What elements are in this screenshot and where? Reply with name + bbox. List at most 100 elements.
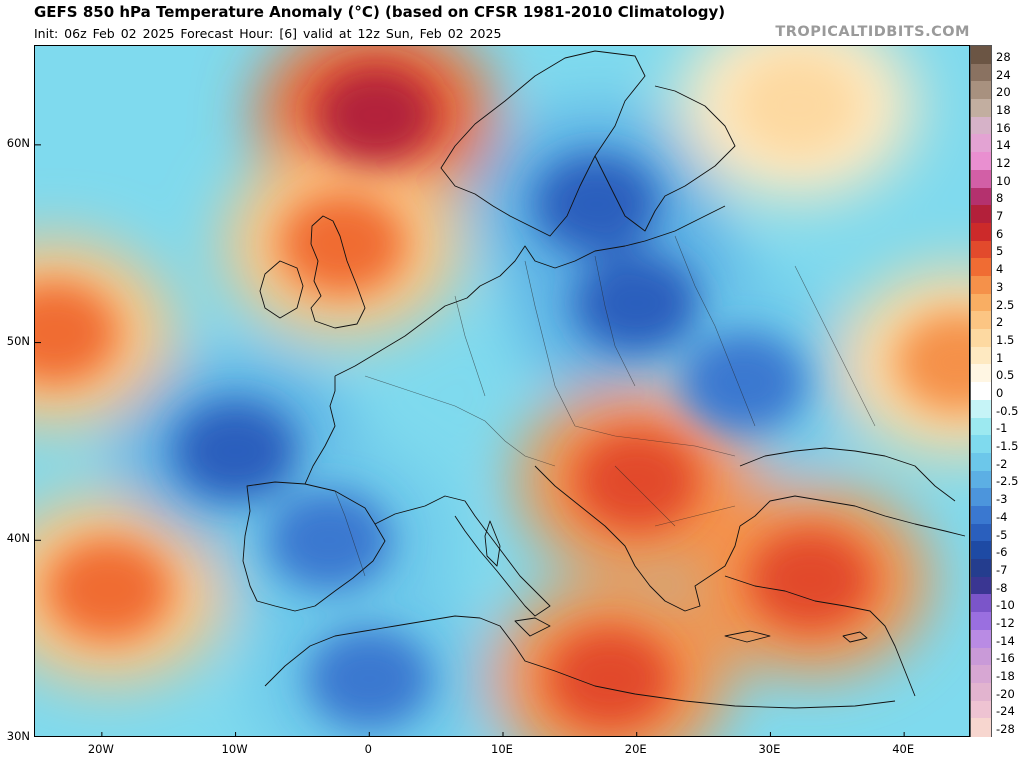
- colorbar: [970, 45, 992, 737]
- colorbar-swatch: [971, 417, 991, 436]
- colorbar-label: 1: [996, 350, 1004, 365]
- colorbar-swatch: [971, 81, 991, 100]
- coastlines: [242, 50, 966, 709]
- country-borders: [334, 235, 876, 577]
- colorbar-label: -7: [996, 562, 1008, 577]
- great-britain-outline: [310, 215, 366, 329]
- cyprus: [842, 631, 868, 643]
- lat-label: 30N: [6, 729, 30, 743]
- colorbar-label: -5: [996, 527, 1008, 542]
- lon-label: 30E: [758, 742, 781, 756]
- forecast-info: Init: 06z Feb 02 2025 Forecast Hour: [6]…: [34, 26, 502, 41]
- ireland-outline: [259, 260, 304, 319]
- anomaly-core-poland-cold: [574, 253, 699, 354]
- colorbar-swatch: [971, 346, 991, 366]
- colorbar-label: 14: [996, 138, 1011, 153]
- colorbar-swatch: [971, 293, 991, 312]
- colorbar-label: -12: [996, 616, 1015, 630]
- colorbar-label: -6: [996, 545, 1008, 560]
- colorbar-swatch: [971, 488, 991, 507]
- colorbar-label: -24: [996, 704, 1015, 719]
- colorbar-swatch: [971, 205, 991, 224]
- colorbar-swatch: [971, 576, 991, 596]
- colorbar-label: -1: [996, 421, 1008, 436]
- lat-label: 50N: [6, 333, 30, 348]
- anomaly-core-norway-sea-warm: [313, 65, 438, 166]
- colorbar-swatch: [971, 718, 991, 737]
- colorbar-label: -18: [996, 669, 1015, 684]
- colorbar-swatch: [971, 452, 991, 472]
- anomaly-core-finland-warm: [735, 55, 860, 156]
- colorbar-label: 12: [996, 156, 1011, 170]
- colorbar-label: 3: [996, 279, 1004, 294]
- anomaly-map: [35, 46, 969, 736]
- balkan-coast: [534, 465, 741, 612]
- colorbar-swatch: [971, 665, 991, 684]
- colorbar-label: -1.5: [996, 439, 1019, 454]
- colorbar-swatch: [971, 647, 991, 666]
- map-ticks: [35, 144, 905, 736]
- colorbar-label: 28: [996, 49, 1011, 64]
- colorbar-swatch: [971, 541, 991, 560]
- colorbar-label: 2: [996, 315, 1004, 330]
- colorbar-swatch: [971, 63, 991, 82]
- black-sea-north: [739, 447, 956, 502]
- anomaly-core-balkans-warm: [574, 430, 699, 531]
- lon-label: 10W: [221, 742, 248, 756]
- anomaly-core-iberia-cold: [267, 490, 392, 591]
- lon-label: 40E: [892, 742, 915, 756]
- colorbar-label: 8: [996, 191, 1004, 206]
- anomaly-core-north-africa-cold: [307, 628, 432, 729]
- colorbar-swatch: [971, 116, 991, 136]
- colorbar-swatch: [971, 258, 991, 277]
- colorbar-label: -8: [996, 580, 1008, 595]
- lon-label: 10E: [491, 742, 513, 756]
- colorbar-label: 20: [996, 85, 1011, 100]
- colorbar-label: 5: [996, 244, 1004, 259]
- lon-label: 0: [364, 742, 372, 756]
- colorbar-swatch: [971, 594, 991, 613]
- colorbar-swatch: [971, 470, 991, 489]
- colorbar-swatch: [971, 700, 991, 719]
- colorbar-label: -2.5: [996, 474, 1019, 489]
- colorbar-swatch: [971, 329, 991, 348]
- colorbar-label: 1.5: [996, 332, 1015, 347]
- sicily: [514, 617, 551, 637]
- colorbar-label: 24: [996, 67, 1011, 82]
- lon-label: 20E: [624, 742, 647, 756]
- colorbar-swatch: [971, 99, 991, 118]
- colorbar-swatch: [971, 169, 991, 189]
- colorbar-label: 7: [996, 209, 1004, 224]
- anatolia-south-coast: [724, 575, 916, 697]
- colorbar-label: -0.5: [996, 403, 1019, 418]
- colorbar-label: -16: [996, 651, 1015, 666]
- colorbar-label: 18: [996, 102, 1011, 117]
- colorbar-label: -28: [996, 722, 1015, 737]
- anomaly-core-north-atlantic-warm: [35, 282, 118, 383]
- colorbar-swatch: [971, 382, 991, 401]
- anomaly-core-ukraine-cold: [681, 332, 806, 433]
- colorbar-label: 2.5: [996, 297, 1015, 312]
- lon-label: 20W: [87, 742, 114, 756]
- colorbar-swatch: [971, 187, 991, 206]
- baltic-coast: [594, 85, 736, 232]
- brand-watermark: TROPICALTIDBITS.COM: [775, 24, 970, 40]
- colorbar-swatch: [971, 152, 991, 171]
- colorbar-swatch: [971, 523, 991, 542]
- colorbar-label: 16: [996, 120, 1011, 135]
- north-africa-coast: [264, 615, 896, 709]
- lat-label: 40N: [6, 531, 30, 546]
- colorbar-swatch: [971, 240, 991, 259]
- lat-label: 60N: [6, 135, 30, 150]
- colorbar-swatch: [971, 364, 991, 383]
- map-title: GEFS 850 hPa Temperature Anomaly (°C) (b…: [34, 3, 726, 21]
- italy-outline: [374, 495, 551, 617]
- anomaly-core-azores-warm: [46, 539, 171, 640]
- france-west-coast: [304, 376, 336, 485]
- north-sea-coast: [334, 205, 726, 377]
- colorbar-label: -4: [996, 509, 1008, 524]
- colorbar-swatch: [971, 311, 991, 330]
- colorbar-label: -10: [996, 598, 1015, 613]
- anomaly-core-biscay-cold: [173, 401, 298, 502]
- colorbar-swatch: [971, 399, 991, 419]
